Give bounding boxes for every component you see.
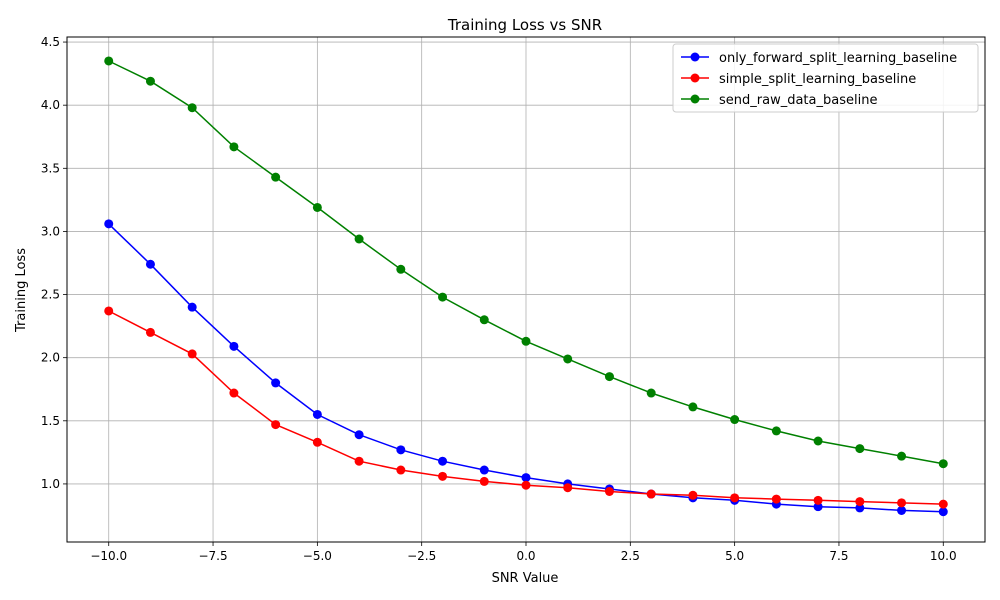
data-point — [563, 483, 573, 493]
data-point — [771, 494, 781, 504]
axis-ticks: −10.0 −7.5 −5.0 −2.5 0.0 2.5 5.0 7.5 10.0 1.0 1.5 2… — [41, 35, 957, 563]
legend-entry: send_raw_data_baseline — [681, 93, 877, 108]
data-point — [479, 315, 489, 325]
data-point — [688, 490, 698, 500]
data-point — [354, 456, 364, 466]
legend-entry: only_forward_split_learning_baseline — [681, 51, 957, 66]
data-point — [104, 219, 114, 229]
legend-entry: simple_split_learning_baseline — [681, 72, 916, 87]
data-point — [396, 264, 406, 274]
data-point — [521, 473, 531, 483]
data-point — [604, 487, 614, 496]
x-tick-label: −2.5 — [407, 549, 436, 563]
data-point — [145, 259, 155, 269]
data-point — [229, 142, 239, 152]
data-point — [104, 56, 114, 66]
x-tick-label: −5.0 — [303, 549, 332, 563]
data-point — [479, 465, 489, 475]
chart-title: Training Loss vs SNR — [447, 16, 602, 34]
data-point — [813, 436, 823, 446]
legend-box — [672, 43, 979, 113]
series-simple_split_learning_baseline — [104, 306, 948, 509]
data-point — [730, 493, 740, 503]
data-point — [938, 499, 948, 509]
y-tick-label: 2.5 — [41, 288, 60, 302]
data-point — [438, 456, 448, 466]
data-point — [271, 378, 281, 388]
data-point — [521, 480, 531, 490]
data-point — [104, 306, 114, 316]
data-point — [813, 495, 823, 505]
data-point — [438, 471, 448, 481]
data-point — [897, 498, 907, 508]
data-point — [271, 172, 281, 182]
y-tick-label: 4.0 — [41, 98, 60, 112]
x-tick-label: −7.5 — [198, 549, 227, 563]
data-point — [688, 402, 698, 412]
legend: only_forward_split_learning_baselinesimp… — [672, 43, 979, 113]
data-point — [354, 430, 364, 440]
legend-marker — [690, 94, 700, 104]
data-point — [145, 327, 155, 337]
series-send_raw_data_baseline — [104, 56, 948, 469]
data-point — [563, 354, 573, 364]
data-point — [771, 426, 781, 436]
x-tick-label: −10.0 — [90, 549, 127, 563]
data-point — [897, 505, 907, 515]
x-tick-label: 7.5 — [829, 549, 848, 563]
legend-label: simple_split_learning_baseline — [719, 72, 916, 87]
data-point — [396, 445, 406, 455]
data-point — [145, 76, 155, 86]
x-axis-label: SNR Value — [492, 571, 559, 586]
data-point — [271, 420, 281, 430]
x-tick-label: 5.0 — [725, 549, 744, 563]
data-point — [855, 444, 865, 454]
data-point — [646, 489, 656, 499]
data-point — [479, 476, 489, 486]
x-tick-label: 10.0 — [930, 549, 957, 563]
data-point — [187, 302, 197, 312]
data-point — [897, 451, 907, 461]
data-point — [312, 409, 322, 419]
data-point — [229, 388, 239, 398]
data-point — [938, 507, 948, 517]
series-layer — [104, 56, 948, 517]
data-point — [354, 234, 364, 244]
data-point — [604, 372, 614, 382]
data-point — [646, 388, 656, 398]
data-point — [187, 103, 197, 113]
x-tick-label: 0.0 — [516, 549, 535, 563]
data-point — [938, 459, 948, 469]
legend-marker — [690, 52, 700, 62]
data-point — [521, 336, 531, 346]
data-point — [730, 415, 740, 425]
data-point — [187, 349, 197, 359]
grid — [67, 37, 985, 542]
y-tick-label: 1.0 — [41, 477, 60, 491]
y-tick-label: 3.5 — [41, 161, 60, 175]
legend-label: send_raw_data_baseline — [719, 93, 877, 108]
data-point — [855, 497, 865, 507]
x-tick-label: 2.5 — [621, 549, 640, 563]
y-tick-label: 3.0 — [41, 224, 60, 238]
y-tick-label: 1.5 — [41, 414, 60, 428]
data-point — [855, 503, 865, 513]
y-axis-label: Training Loss — [14, 248, 29, 333]
data-point — [396, 465, 406, 475]
y-tick-label: 2.0 — [41, 351, 60, 365]
data-point — [229, 341, 239, 351]
legend-marker — [690, 73, 700, 83]
data-point — [438, 292, 448, 302]
data-point — [813, 502, 823, 512]
data-point — [312, 437, 322, 447]
legend-label: only_forward_split_learning_baseline — [719, 51, 957, 66]
data-point — [312, 202, 322, 212]
y-tick-label: 4.5 — [41, 35, 60, 49]
